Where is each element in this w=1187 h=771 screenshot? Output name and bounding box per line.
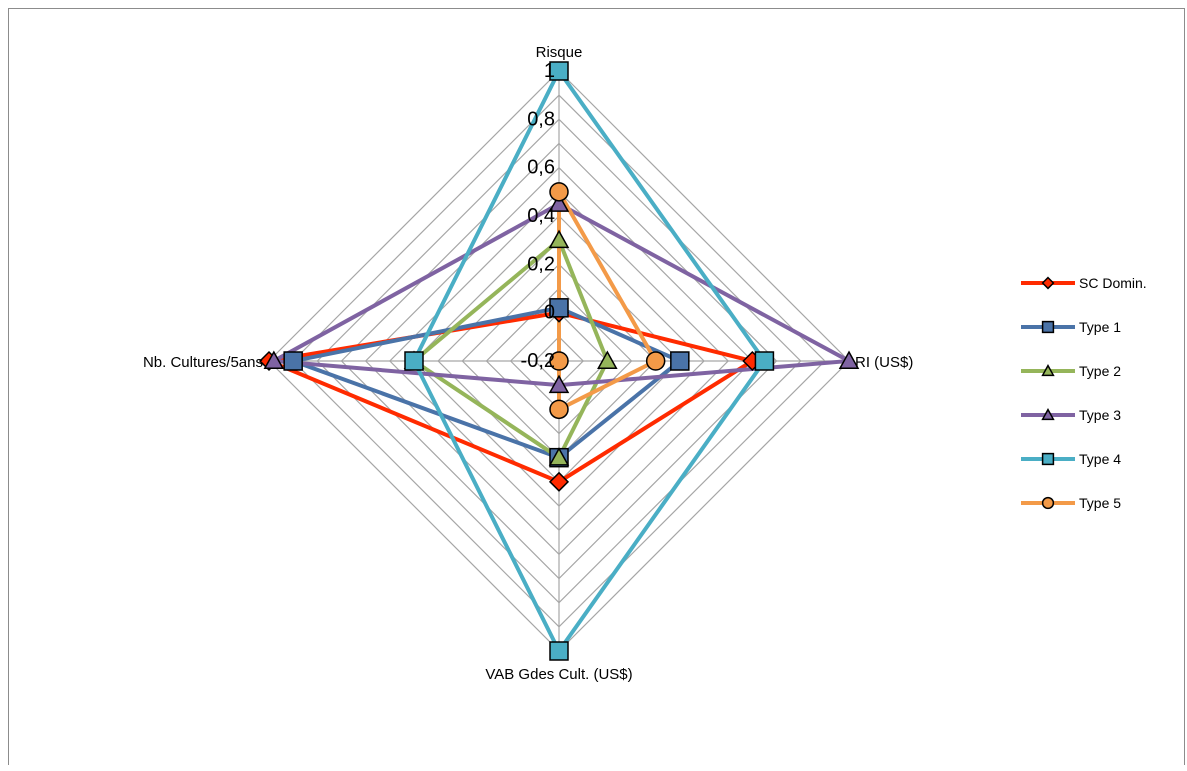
legend-label: Type 1 [1079, 319, 1121, 335]
data-point [548, 229, 570, 249]
axis-label: Nb. Cultures/5ans [143, 354, 263, 371]
series-line [261, 310, 758, 485]
data-point [549, 351, 569, 371]
data-point [549, 399, 569, 420]
data-point [549, 182, 569, 202]
data-point [645, 351, 666, 371]
legend-marker [1041, 496, 1055, 510]
legend-marker [1041, 276, 1055, 290]
axis-label: VAB Gdes Cult. (US$) [485, 666, 632, 683]
legend-marker [1041, 364, 1055, 377]
legend-label: Type 4 [1079, 451, 1121, 467]
legend-marker [1041, 452, 1055, 466]
legend-label: SC Domin. [1079, 275, 1147, 291]
data-point [597, 350, 618, 369]
data-point [263, 350, 285, 369]
data-point [549, 61, 569, 81]
series-line [410, 236, 610, 461]
data-point [754, 351, 775, 371]
chart-frame: -0,2 0 0,2 0,4 0,6 0,8 1 Risque RI (US$) VAB Gdes… [8, 8, 1185, 765]
tick-label: 0,4 [527, 205, 555, 227]
data-point [549, 641, 569, 661]
data-point [548, 193, 570, 212]
tick-label: 0 [544, 302, 555, 324]
data-point [670, 351, 690, 371]
legend-marker [1041, 408, 1055, 421]
axis-label: Risque [536, 44, 583, 61]
data-point [838, 350, 860, 369]
data-point [549, 298, 569, 318]
legend-label: Type 3 [1079, 407, 1121, 423]
axis-label: RI (US$) [855, 354, 913, 371]
data-point [548, 447, 570, 466]
data-point [548, 374, 570, 394]
legend-label: Type 2 [1079, 363, 1121, 379]
tick-label: 0,8 [527, 108, 555, 130]
data-point [548, 471, 570, 492]
data-point [404, 351, 424, 371]
data-point [283, 351, 303, 371]
legend-marker [1041, 320, 1055, 334]
tick-label: -0,2 [521, 350, 555, 372]
tick-label: 1 [544, 60, 555, 82]
tick-label: 0,6 [527, 157, 555, 179]
legend-label: Type 5 [1079, 495, 1121, 511]
tick-label: 0,2 [527, 253, 555, 275]
